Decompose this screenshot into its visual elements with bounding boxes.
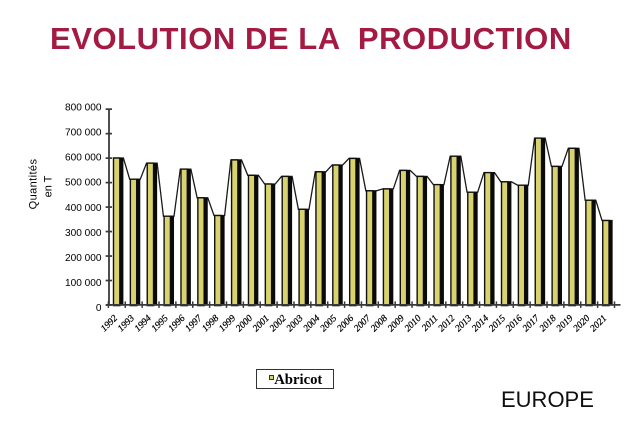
svg-text:Quantités: Quantités <box>28 159 40 210</box>
svg-text:800 000: 800 000 <box>65 103 102 114</box>
svg-text:1994: 1994 <box>133 313 154 334</box>
svg-text:2015: 2015 <box>487 313 508 334</box>
svg-text:2002: 2002 <box>268 313 289 334</box>
svg-text:1992: 1992 <box>99 313 120 334</box>
svg-text:100 000: 100 000 <box>65 278 102 289</box>
svg-text:0: 0 <box>96 303 102 314</box>
svg-text:2016: 2016 <box>504 313 525 334</box>
svg-text:700 000: 700 000 <box>65 128 102 139</box>
svg-text:1995: 1995 <box>150 313 171 334</box>
svg-text:2000: 2000 <box>234 313 255 334</box>
svg-text:2011: 2011 <box>420 314 440 334</box>
svg-text:400 000: 400 000 <box>65 203 102 214</box>
svg-text:2014: 2014 <box>471 313 492 334</box>
svg-text:1999: 1999 <box>218 313 239 334</box>
svg-text:2004: 2004 <box>302 313 323 334</box>
svg-text:1997: 1997 <box>184 313 205 334</box>
svg-text:500 000: 500 000 <box>65 178 102 189</box>
svg-text:2021: 2021 <box>589 314 610 335</box>
svg-text:2020: 2020 <box>572 313 593 334</box>
svg-text:2018: 2018 <box>538 313 559 334</box>
svg-text:2005: 2005 <box>319 313 340 334</box>
svg-text:2017: 2017 <box>521 313 542 334</box>
svg-text:2012: 2012 <box>437 313 458 334</box>
svg-text:2003: 2003 <box>285 313 306 334</box>
svg-text:2008: 2008 <box>369 313 390 334</box>
svg-text:300 000: 300 000 <box>65 228 102 239</box>
svg-text:2006: 2006 <box>336 313 357 334</box>
svg-text:2007: 2007 <box>353 313 374 334</box>
svg-text:600 000: 600 000 <box>65 153 102 164</box>
svg-text:2009: 2009 <box>386 313 407 334</box>
svg-text:1993: 1993 <box>116 313 137 334</box>
svg-text:2013: 2013 <box>454 313 475 334</box>
svg-text:en T: en T <box>43 175 55 197</box>
svg-text:2019: 2019 <box>555 313 576 334</box>
svg-text:2010: 2010 <box>403 313 424 334</box>
svg-text:200 000: 200 000 <box>65 253 102 264</box>
svg-text:1996: 1996 <box>167 313 188 334</box>
svg-text:1998: 1998 <box>201 313 222 334</box>
svg-text:2001: 2001 <box>251 314 272 335</box>
